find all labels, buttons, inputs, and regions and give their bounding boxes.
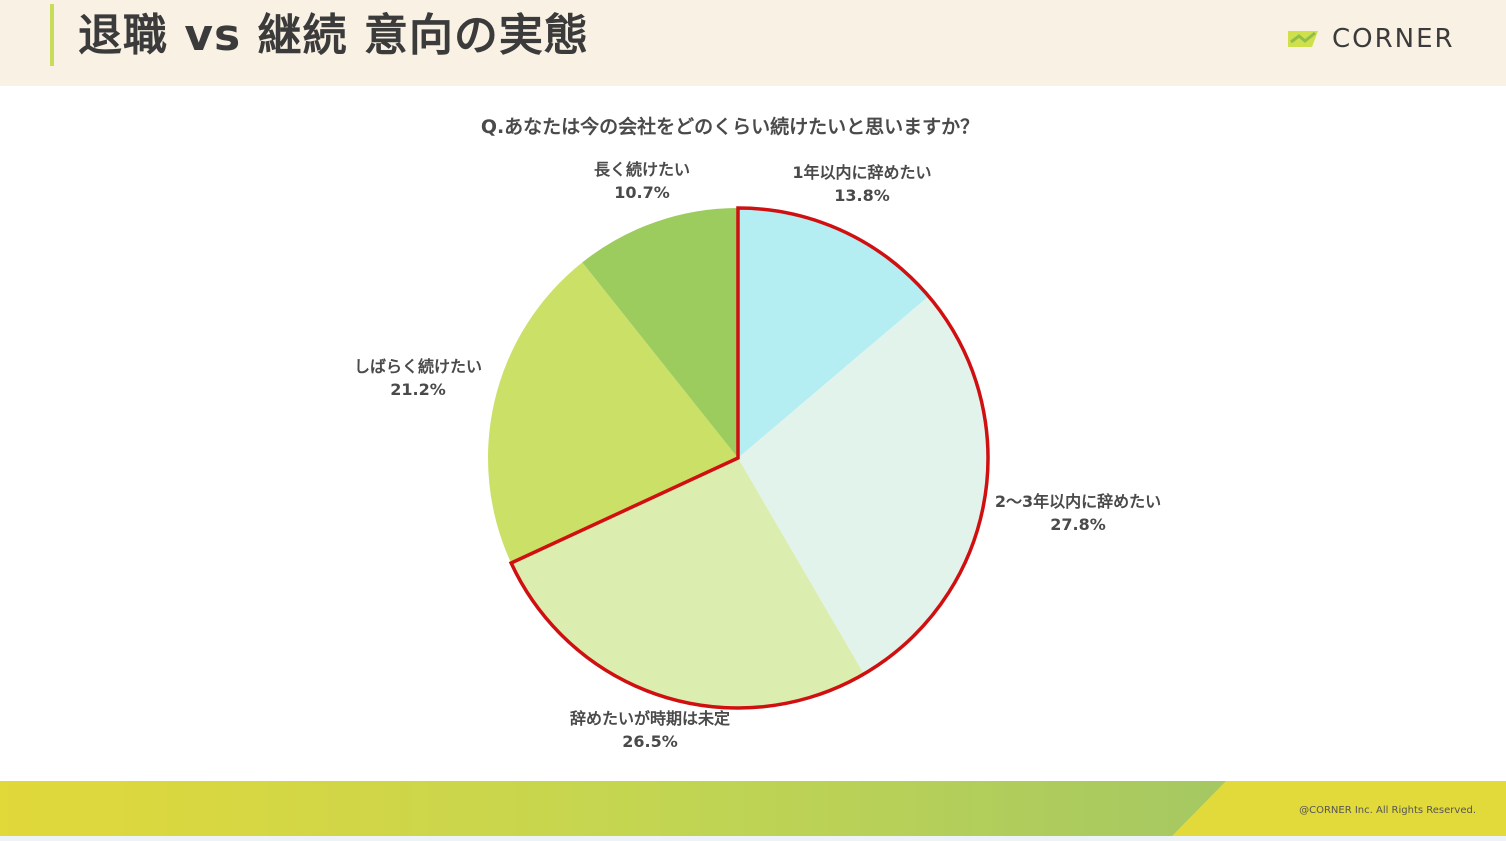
header: 退職 vs 継続 意向の実態 CORNER — [0, 0, 1506, 86]
slice-value-label: 26.5% — [622, 732, 678, 751]
pie-slice-4 — [488, 262, 738, 564]
footer-band — [0, 781, 1506, 836]
slice-category-label: 1年以内に辞めたい — [792, 163, 931, 182]
slice-category-label: 長く続けたい — [594, 160, 690, 179]
question-text: Q.あなたは今の会社をどのくらい続けたいと思いますか？ — [480, 116, 980, 138]
pie-slice-1 — [738, 208, 929, 458]
logo: CORNER — [1286, 22, 1455, 56]
pie-slice-3 — [511, 458, 864, 709]
slice-value-label: 27.8% — [1050, 515, 1106, 534]
pie-slice-5 — [582, 208, 738, 458]
highlight-outline — [508, 206, 990, 710]
footer-bottom-line — [0, 836, 1506, 841]
slice-category-label: 2〜3年以内に辞めたい — [995, 492, 1161, 511]
copyright-text: @CORNER Inc. All Rights Reserved. — [1299, 805, 1476, 816]
slice-category-label: 辞めたいが時期は未定 — [570, 709, 730, 728]
slice-value-label: 10.7% — [614, 183, 670, 202]
page-title: 退職 vs 継続 意向の実態 — [78, 10, 589, 61]
corner-logo-icon — [1288, 31, 1318, 47]
title-accent-bar — [50, 4, 54, 66]
logo-text: CORNER — [1332, 24, 1455, 54]
pie-slice-2 — [738, 296, 989, 674]
slice-value-label: 13.8% — [834, 186, 890, 205]
slice-value-label: 21.2% — [390, 380, 446, 399]
slice-category-label: しばらく続けたい — [354, 357, 482, 376]
